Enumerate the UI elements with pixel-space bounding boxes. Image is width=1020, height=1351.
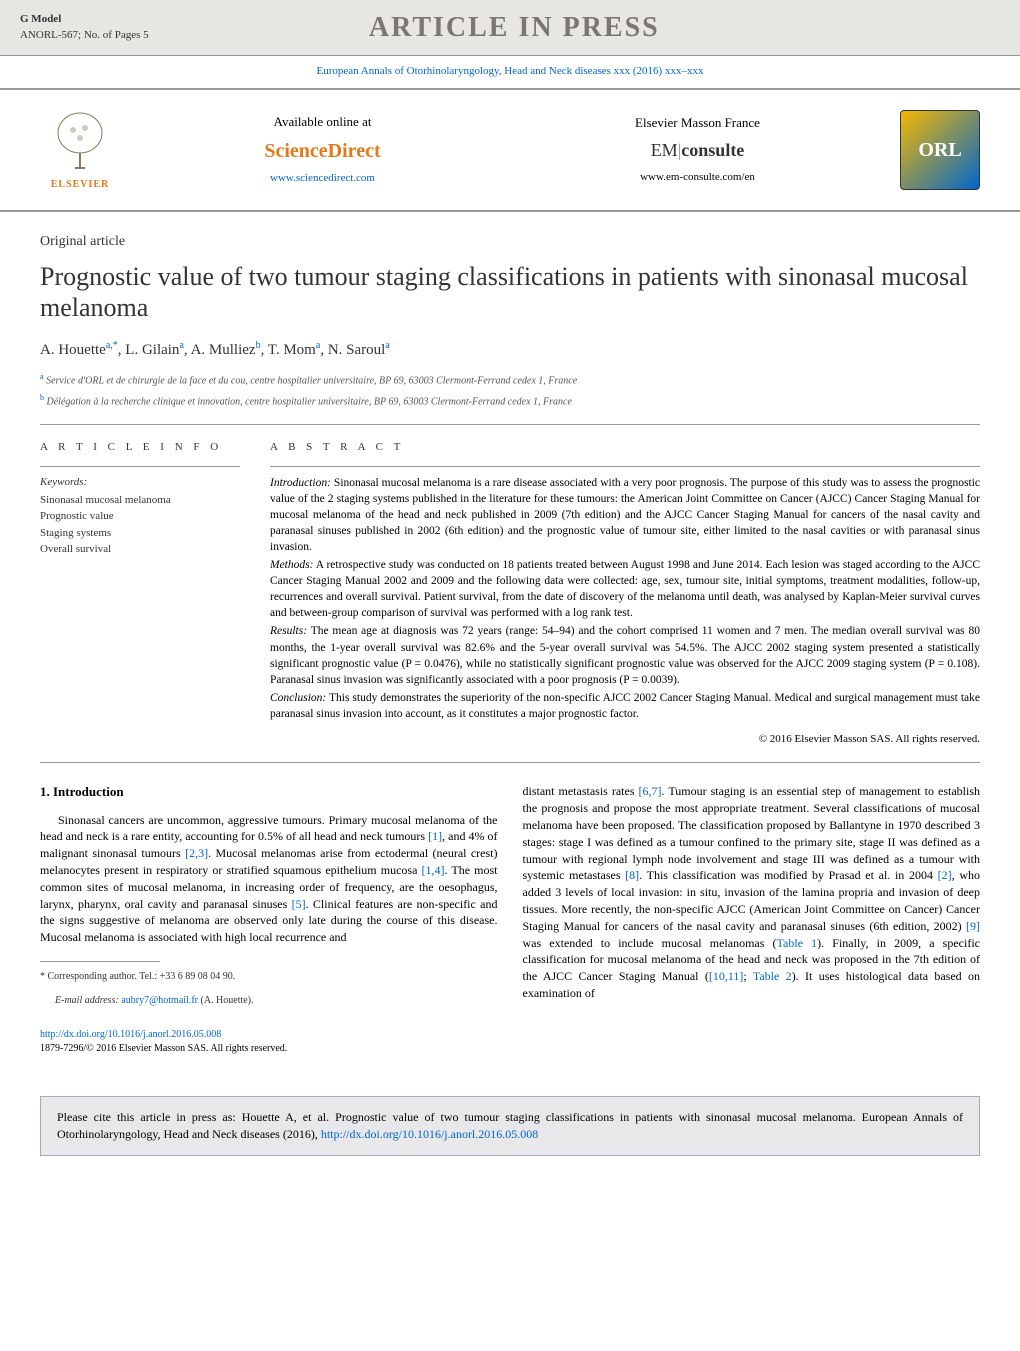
abstract-methods: Methods: A retrospective study was condu…: [270, 557, 980, 621]
results-label: Results:: [270, 625, 307, 637]
article-content: Original article Prognostic value of two…: [0, 212, 1020, 1076]
intro-text: Sinonasal mucosal melanoma is a rare dis…: [270, 477, 980, 553]
intro-para-2: distant metastasis rates [6,7]. Tumour s…: [523, 783, 981, 1001]
email-address[interactable]: aubry7@hotmail.fr: [121, 995, 198, 1006]
keyword-1: Sinonasal mucosal melanoma: [40, 492, 240, 509]
available-online: Available online at: [150, 113, 495, 131]
divider: [40, 424, 980, 425]
info-divider: [40, 466, 240, 467]
keyword-2: Prognostic value: [40, 508, 240, 525]
sciencedirect-url[interactable]: www.sciencedirect.com: [150, 171, 495, 186]
top-bar: G Model ANORL-567; No. of Pages 5 ARTICL…: [0, 0, 1020, 56]
elsevier-masson-label: Elsevier Masson France: [525, 114, 870, 132]
left-column: 1. Introduction Sinonasal cancers are un…: [40, 783, 498, 1018]
article-info-label: A R T I C L E I N F O: [40, 440, 240, 455]
info-abstract-row: A R T I C L E I N F O Keywords: Sinonasa…: [40, 440, 980, 747]
abstract-block: A B S T R A C T Introduction: Sinonasal …: [270, 440, 980, 747]
author-4: , T. Mom: [261, 342, 316, 358]
table-1-ref[interactable]: Table 1: [777, 936, 818, 950]
ref-6-7[interactable]: [6,7]: [639, 784, 662, 798]
ref-1[interactable]: [1]: [428, 829, 442, 843]
em-text: EM: [651, 140, 678, 160]
doi-block: http://dx.doi.org/10.1016/j.anorl.2016.0…: [40, 1028, 980, 1056]
author-3: , A. Mulliez: [184, 342, 256, 358]
email-label: E-mail address:: [55, 995, 121, 1006]
ref-5[interactable]: [5]: [292, 897, 306, 911]
article-info-block: A R T I C L E I N F O Keywords: Sinonasa…: [40, 440, 240, 747]
keyword-3: Staging systems: [40, 525, 240, 542]
elsevier-text: ELSEVIER: [51, 178, 110, 192]
author-5-sup: a: [385, 340, 389, 351]
abstract-copyright: © 2016 Elsevier Masson SAS. All rights r…: [270, 732, 980, 747]
author-1: A. Houette: [40, 342, 106, 358]
article-in-press-banner: ARTICLE IN PRESS: [149, 8, 880, 47]
conclusion-text: This study demonstrates the superiority …: [270, 692, 980, 720]
abstract-intro: Introduction: Sinonasal mucosal melanoma…: [270, 475, 980, 555]
abstract-divider: [270, 466, 980, 467]
orl-text: ORL: [918, 136, 961, 164]
methods-text: A retrospective study was conducted on 1…: [270, 559, 980, 619]
keyword-4: Overall survival: [40, 541, 240, 558]
ref-2[interactable]: [2]: [938, 868, 952, 882]
elsevier-tree-icon: [45, 108, 115, 178]
ref-10-11[interactable]: [10,11]: [709, 969, 744, 983]
results-text: The mean age at diagnosis was 72 years (…: [270, 625, 980, 685]
conclusion-label: Conclusion:: [270, 692, 326, 704]
keywords-label: Keywords:: [40, 475, 240, 490]
ref-8[interactable]: [8]: [625, 868, 639, 882]
email-after: (A. Houette).: [198, 995, 254, 1006]
ref-2-3[interactable]: [2,3]: [185, 846, 208, 860]
right-column: distant metastasis rates [6,7]. Tumour s…: [523, 783, 981, 1018]
citation-text: European Annals of Otorhinolaryngology, …: [317, 65, 704, 77]
footnote-separator: [40, 961, 160, 962]
doi-link[interactable]: http://dx.doi.org/10.1016/j.anorl.2016.0…: [40, 1028, 980, 1042]
ref-9[interactable]: [9]: [966, 919, 980, 933]
divider-2: [40, 762, 980, 763]
citebox-doi[interactable]: http://dx.doi.org/10.1016/j.anorl.2016.0…: [321, 1127, 538, 1141]
intro-label: Introduction:: [270, 477, 331, 489]
emconsulte-logo: EM|consulte: [525, 138, 870, 163]
article-title: Prognostic value of two tumour staging c…: [40, 261, 980, 323]
journal-citation[interactable]: European Annals of Otorhinolaryngology, …: [0, 56, 1020, 87]
citation-box: Please cite this article in press as: Ho…: [40, 1096, 980, 1156]
issn-copyright: 1879-7296/© 2016 Elsevier Masson SAS. Al…: [40, 1042, 980, 1056]
elsevier-logo: ELSEVIER: [40, 105, 120, 195]
author-2: , L. Gilain: [118, 342, 180, 358]
affiliation-a: a Service d'ORL et de chirurgie de la fa…: [40, 371, 980, 388]
gmodel-label: G Model: [20, 12, 149, 27]
sciencedirect-col: Available online at ScienceDirect www.sc…: [150, 113, 495, 187]
corresponding-author: * Corresponding author. Tel.: +33 6 89 0…: [40, 970, 498, 984]
affiliation-b: b Délégation à la recherche clinique et …: [40, 392, 980, 409]
abstract-conclusion: Conclusion: This study demonstrates the …: [270, 690, 980, 722]
emconsulte-col: Elsevier Masson France EM|consulte www.e…: [525, 114, 870, 185]
author-5: , N. Saroul: [320, 342, 385, 358]
methods-label: Methods:: [270, 559, 313, 571]
affil-a-text: Service d'ORL et de chirurgie de la face…: [44, 375, 578, 386]
intro-para-1: Sinonasal cancers are uncommon, aggressi…: [40, 812, 498, 946]
intro-heading: 1. Introduction: [40, 783, 498, 801]
article-type: Original article: [40, 232, 980, 252]
body-columns: 1. Introduction Sinonasal cancers are un…: [40, 783, 980, 1018]
author-1-sup: a,*: [106, 340, 118, 351]
masthead: ELSEVIER Available online at ScienceDire…: [0, 88, 1020, 212]
gmodel-box: G Model ANORL-567; No. of Pages 5: [20, 12, 149, 43]
table-2-ref[interactable]: Table 2: [753, 969, 792, 983]
authors-list: A. Houettea,*, L. Gilaina, A. Mulliezb, …: [40, 339, 980, 361]
abstract-results: Results: The mean age at diagnosis was 7…: [270, 623, 980, 687]
sciencedirect-logo: ScienceDirect: [150, 137, 495, 165]
ref-1-4[interactable]: [1,4]: [422, 863, 445, 877]
affil-b-text: Délégation à la recherche clinique et in…: [44, 396, 572, 407]
anorl-id: ANORL-567; No. of Pages 5: [20, 28, 149, 43]
email-line: E-mail address: aubry7@hotmail.fr (A. Ho…: [40, 994, 498, 1008]
consulte-text: consulte: [681, 140, 744, 160]
orl-journal-badge: ORL: [900, 110, 980, 190]
emconsulte-url[interactable]: www.em-consulte.com/en: [525, 170, 870, 185]
abstract-label: A B S T R A C T: [270, 440, 980, 455]
